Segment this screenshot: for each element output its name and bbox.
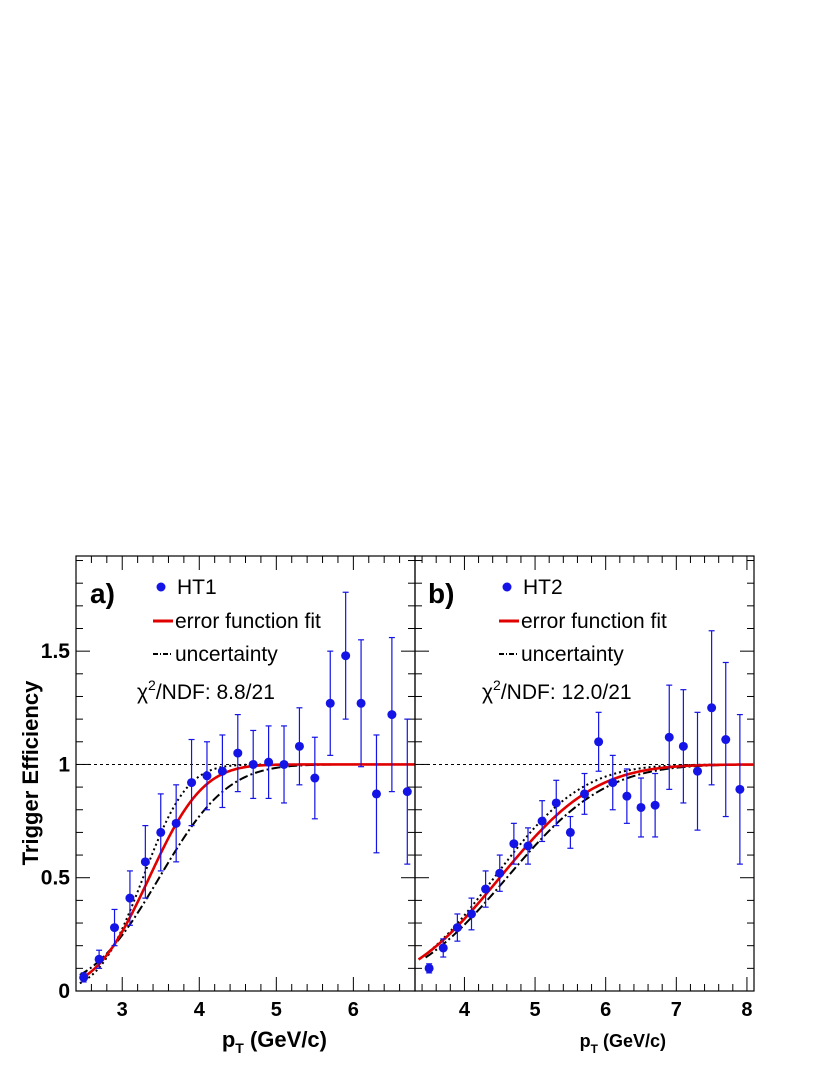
- uncertainty-upper-curve: [424, 763, 754, 956]
- legend-label-points: HT2: [523, 576, 563, 599]
- legend-label-uncertainty: uncertainty: [175, 643, 278, 666]
- data-point: [171, 818, 181, 828]
- data-point: [707, 703, 717, 713]
- legend-label-fit: error function fit: [175, 610, 321, 633]
- legend-marker-points: [502, 582, 512, 592]
- y-tick-label: 1: [58, 753, 70, 776]
- panel-label: a): [90, 578, 115, 609]
- data-point: [356, 698, 366, 708]
- uncertainty-lower-curve: [425, 763, 754, 959]
- x-tick-label: 6: [348, 999, 359, 1021]
- data-point: [664, 732, 674, 742]
- legend-label-uncertainty: uncertainty: [521, 643, 624, 666]
- data-point: [125, 893, 135, 903]
- data-point: [402, 787, 412, 797]
- uncertainty-upper-curve: [79, 763, 415, 985]
- y-tick-label: 0.5: [41, 867, 71, 890]
- data-point: [217, 766, 227, 776]
- x-axis-label: pT (GeV/c): [580, 1031, 666, 1056]
- data-point: [79, 972, 89, 982]
- data-point: [294, 741, 304, 751]
- data-point: [341, 651, 351, 661]
- data-point: [537, 816, 547, 826]
- data-point: [551, 798, 561, 808]
- data-point: [279, 759, 289, 769]
- data-point: [387, 710, 397, 720]
- data-point: [650, 800, 660, 810]
- x-tick-label: 4: [194, 999, 206, 1021]
- data-point: [438, 943, 448, 953]
- data-point: [371, 789, 381, 799]
- legend-label-fit: error function fit: [521, 610, 667, 633]
- data-point: [467, 909, 476, 919]
- data-point: [110, 923, 120, 933]
- x-tick-label: 6: [600, 999, 611, 1021]
- data-point: [693, 766, 702, 776]
- data-point: [608, 778, 618, 788]
- data-point: [452, 923, 462, 933]
- data-point: [325, 698, 335, 708]
- data-point: [481, 884, 491, 894]
- y-tick-label: 1.5: [41, 640, 71, 663]
- x-axis-label: pT (GeV/c): [222, 1027, 327, 1056]
- data-point: [424, 963, 434, 973]
- data-point: [248, 759, 258, 769]
- data-point: [721, 735, 731, 745]
- uncertainty-lower-curve: [79, 763, 415, 976]
- data-point: [495, 868, 505, 878]
- data-point: [310, 773, 320, 783]
- panel-a: 0 0.5 1 1.5 3 4 5 6 pT (GeV/c) a) HT1 error functio…: [41, 555, 416, 1056]
- panel-b: 4 5 6 7 8 pT (GeV/c) b) HT2 error function fit un…: [414, 555, 755, 1056]
- data-point: [580, 789, 589, 799]
- data-point: [735, 784, 745, 794]
- data-point: [187, 778, 197, 788]
- data-point: [678, 741, 688, 751]
- x-tick-label: 5: [271, 999, 282, 1021]
- data-point: [594, 737, 604, 747]
- data-point: [264, 757, 274, 767]
- x-tick-label: 8: [741, 999, 752, 1021]
- y-tick-label: 0: [58, 980, 70, 1003]
- data-point: [636, 802, 646, 812]
- legend-marker-points: [156, 582, 166, 592]
- x-tick-label: 7: [671, 999, 682, 1021]
- x-tick-label: 4: [459, 999, 471, 1021]
- y-axis-label: Trigger Efficiency: [18, 680, 43, 865]
- data-point: [233, 748, 243, 758]
- fit-curve: [79, 763, 415, 981]
- panel-label: b): [428, 578, 454, 609]
- plot-frame: [414, 555, 755, 992]
- legend-label-points: HT1: [177, 576, 217, 599]
- data-point: [202, 771, 212, 781]
- x-tick-label: 5: [530, 999, 541, 1021]
- chi2-annotation: χ2/NDF: 8.8/21: [137, 677, 275, 704]
- data-point: [523, 841, 533, 851]
- chi2-annotation: χ2/NDF: 12.0/21: [482, 677, 632, 704]
- data-point: [509, 839, 519, 849]
- x-tick-label: 3: [117, 999, 128, 1021]
- data-point: [622, 791, 632, 801]
- data-point: [565, 827, 575, 837]
- data-point: [156, 827, 166, 837]
- data-point: [94, 954, 104, 964]
- data-point: [140, 857, 150, 867]
